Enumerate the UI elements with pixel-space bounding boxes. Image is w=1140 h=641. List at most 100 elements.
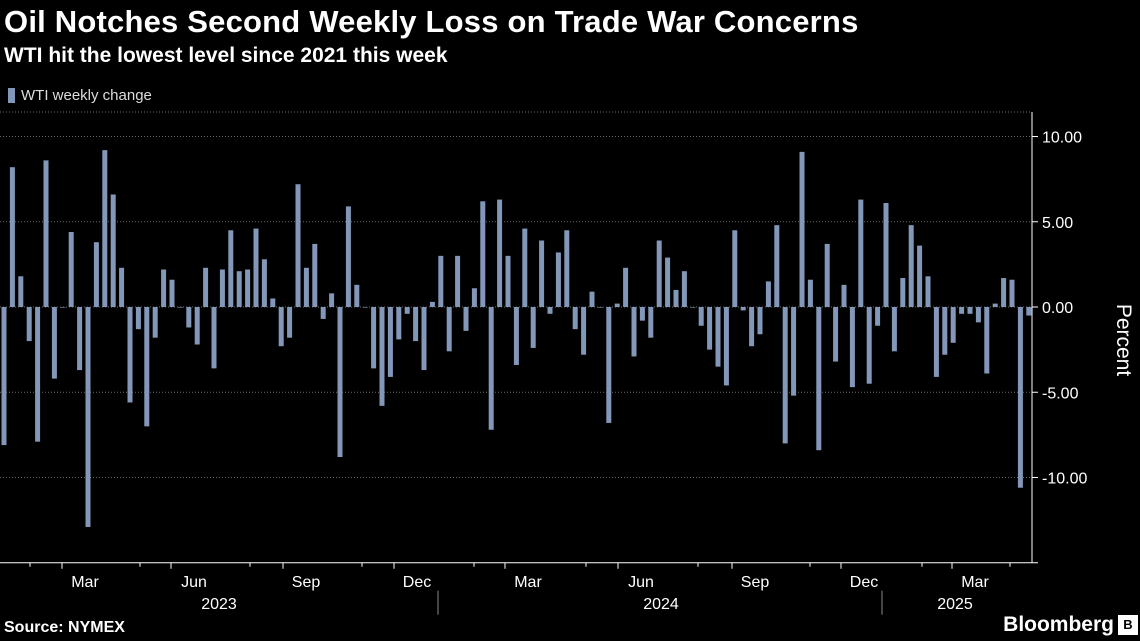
- bar: [623, 267, 629, 307]
- source-note: Source: NYMEX: [4, 619, 125, 636]
- bar: [807, 279, 813, 307]
- bar: [463, 307, 469, 331]
- y-tick-label: 0.00: [1042, 300, 1073, 317]
- y-axis-title: Percent: [1112, 304, 1135, 377]
- legend-swatch: [8, 88, 15, 103]
- x-tick-label: Dec: [850, 574, 878, 591]
- bar: [673, 289, 679, 307]
- bar: [219, 269, 225, 307]
- bar: [253, 228, 259, 307]
- bars: [1, 150, 1032, 527]
- bar: [572, 307, 578, 330]
- x-tick-label: Jun: [181, 574, 207, 591]
- bar: [177, 307, 183, 308]
- bar: [362, 307, 368, 308]
- bar: [354, 284, 360, 307]
- bar: [648, 307, 654, 338]
- bar: [102, 150, 108, 307]
- bar: [513, 307, 519, 365]
- bar: [480, 201, 486, 307]
- bar: [152, 307, 158, 338]
- bar: [110, 194, 116, 307]
- bar: [639, 307, 645, 321]
- bar: [194, 307, 200, 345]
- brand-mark-icon: B: [1118, 615, 1138, 635]
- x-tick-label: Mar: [961, 574, 989, 591]
- bar: [203, 267, 209, 307]
- year-label: 2023: [201, 596, 237, 613]
- bar: [875, 307, 881, 326]
- bar: [505, 255, 511, 307]
- bar: [732, 230, 738, 307]
- bar: [908, 225, 914, 307]
- bar: [345, 206, 351, 307]
- bar: [614, 303, 620, 307]
- bar: [93, 242, 99, 307]
- x-tick-label: Sep: [292, 574, 321, 591]
- year-label: 2024: [643, 596, 679, 613]
- bar: [287, 307, 293, 338]
- bar: [791, 307, 797, 396]
- bar: [312, 243, 318, 307]
- y-axis: 10.00 5.00 0.00 -5.00 -10.00 Percent: [1031, 112, 1135, 563]
- bar: [303, 267, 309, 307]
- bar: [60, 307, 66, 308]
- bar: [421, 307, 427, 371]
- bar: [9, 167, 15, 307]
- bar: [959, 307, 965, 314]
- bar: [455, 255, 461, 307]
- year-label: 2025: [937, 596, 973, 613]
- bar: [1009, 279, 1015, 307]
- bar: [723, 307, 729, 386]
- bar: [261, 259, 267, 307]
- bar: [530, 307, 536, 348]
- bar: [698, 307, 704, 326]
- bar: [429, 301, 435, 307]
- bar: [589, 291, 595, 307]
- bar: [925, 276, 931, 307]
- bar: [917, 245, 923, 307]
- bar: [371, 307, 377, 369]
- bar: [387, 307, 393, 377]
- bar: [547, 307, 553, 314]
- bar: [119, 267, 125, 307]
- chart-subtitle: WTI hit the lowest level since 2021 this…: [4, 44, 448, 67]
- bar: [782, 307, 788, 444]
- bar: [161, 269, 167, 307]
- bar: [18, 276, 24, 307]
- bar: [396, 307, 402, 340]
- bar: [278, 307, 284, 347]
- bar: [127, 307, 133, 403]
- bar: [967, 307, 973, 314]
- x-tick-label: Jun: [628, 574, 654, 591]
- bar: [320, 307, 326, 319]
- bar: [774, 225, 780, 307]
- x-tick-label: Mar: [514, 574, 542, 591]
- bar: [816, 307, 822, 451]
- bar: [891, 307, 897, 352]
- x-axis: Mar Jun Sep Dec Mar Jun Sep Dec Mar 2023 2024 2025: [0, 562, 1038, 615]
- bar: [933, 307, 939, 377]
- bar: [824, 243, 830, 307]
- bar: [597, 307, 603, 308]
- bar: [631, 307, 637, 357]
- bar: [1001, 278, 1007, 307]
- bloomberg-logo: Bloomberg B: [1003, 613, 1138, 637]
- bar: [715, 307, 721, 367]
- bar: [85, 307, 91, 527]
- bar: [270, 298, 276, 307]
- bar: [765, 281, 771, 307]
- bar: [438, 255, 444, 307]
- bar: [337, 307, 343, 458]
- bar: [849, 307, 855, 388]
- bar: [471, 288, 477, 307]
- bar: [858, 199, 864, 307]
- bar: [1017, 307, 1023, 488]
- bar: [707, 307, 713, 350]
- bar: [211, 307, 217, 369]
- bar: [866, 307, 872, 384]
- gridlines: [0, 111, 1030, 478]
- bar: [833, 307, 839, 362]
- bar: [379, 307, 385, 406]
